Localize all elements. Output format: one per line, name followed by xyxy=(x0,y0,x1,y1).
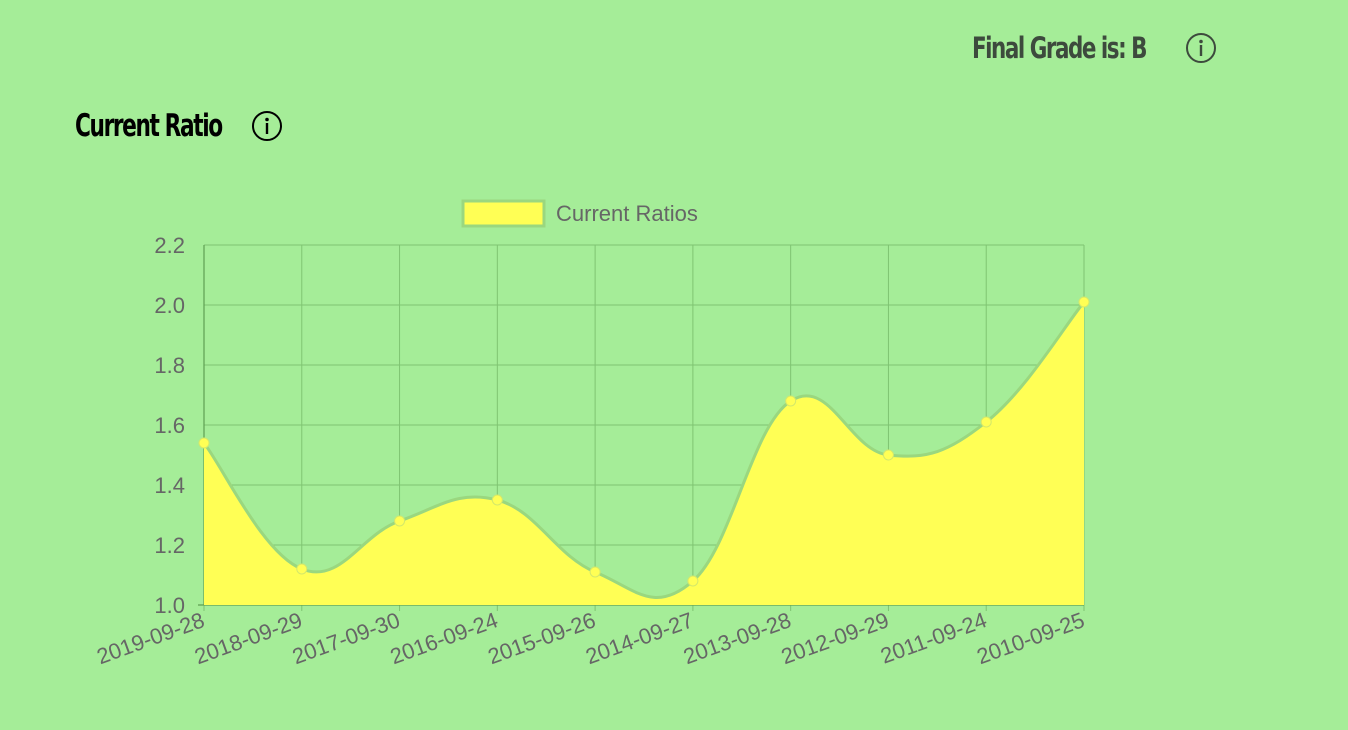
y-tick-label: 1.2 xyxy=(154,533,185,558)
x-tick-label: 2017-09-30 xyxy=(289,607,403,669)
final-grade-label: Final Grade is: B xyxy=(972,31,1148,65)
x-axis-ticks: 2019-09-282018-09-292017-09-302016-09-24… xyxy=(93,607,1087,669)
section-title: Current Ratio xyxy=(75,106,283,146)
info-circle-icon[interactable] xyxy=(1185,32,1217,64)
y-tick-label: 1.6 xyxy=(154,413,185,438)
y-tick-label: 1.8 xyxy=(154,353,185,378)
data-point[interactable] xyxy=(198,437,210,449)
x-tick-label: 2013-09-28 xyxy=(680,607,794,669)
data-point[interactable] xyxy=(687,575,699,587)
data-point[interactable] xyxy=(394,515,406,527)
x-tick-label: 2012-09-29 xyxy=(778,607,892,669)
x-tick-label: 2011-09-24 xyxy=(877,607,990,668)
y-tick-label: 1.0 xyxy=(154,593,185,618)
data-point[interactable] xyxy=(882,449,894,461)
x-tick-label: 2018-09-29 xyxy=(191,607,305,669)
data-point[interactable] xyxy=(296,563,308,575)
series-area-fill xyxy=(204,302,1084,605)
y-tick-label: 2.0 xyxy=(154,293,185,318)
legend[interactable]: Current Ratios xyxy=(461,199,698,228)
x-tick-label: 2014-09-27 xyxy=(582,607,696,669)
data-point[interactable] xyxy=(785,395,797,407)
data-point[interactable] xyxy=(980,416,992,428)
y-tick-label: 1.4 xyxy=(154,473,185,498)
legend-label: Current Ratios xyxy=(556,201,698,226)
data-point[interactable] xyxy=(589,566,601,578)
final-grade-header: Final Grade is: B xyxy=(972,28,1217,68)
info-circle-icon[interactable] xyxy=(251,110,283,142)
x-tick-label: 2010-09-25 xyxy=(973,607,1087,669)
series-line xyxy=(202,301,1086,599)
data-points xyxy=(198,296,1090,587)
y-tick-label: 2.2 xyxy=(154,233,185,258)
x-tick-label: 2015-09-26 xyxy=(485,607,599,669)
x-tick-label: 2016-09-24 xyxy=(387,607,501,669)
legend-swatch xyxy=(461,199,546,228)
data-point[interactable] xyxy=(491,494,503,506)
data-point[interactable] xyxy=(1078,296,1090,308)
x-tick-label: 2019-09-28 xyxy=(93,607,207,669)
y-axis-ticks: 1.0 1.2 1.4 1.6 1.8 2.0 2.2 xyxy=(154,233,185,618)
